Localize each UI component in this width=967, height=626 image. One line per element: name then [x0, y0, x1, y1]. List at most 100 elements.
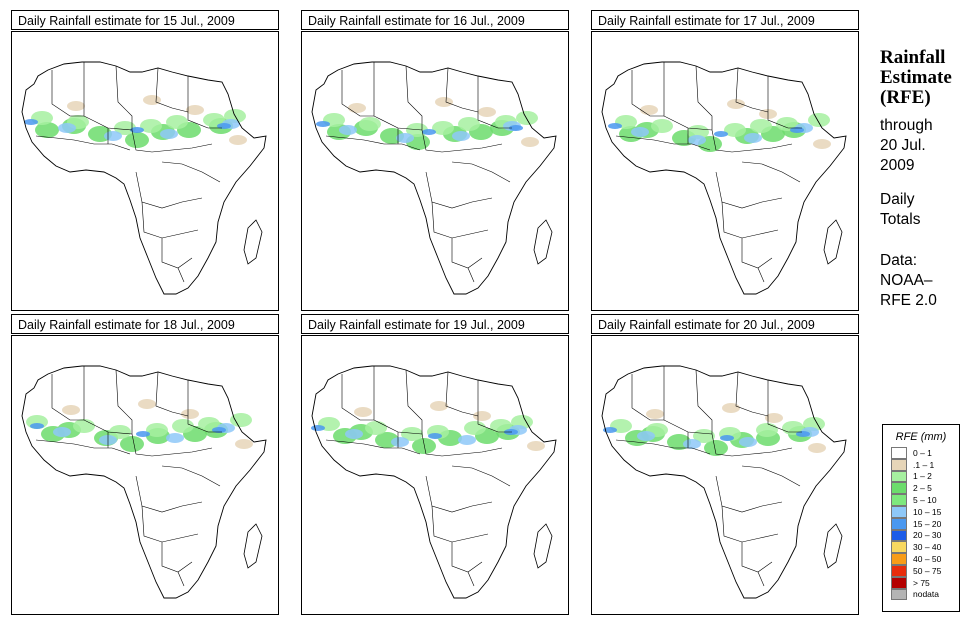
- country-border: [445, 67, 479, 113]
- data-source-line: Data:: [880, 252, 918, 269]
- legend-label: 0 – 1: [913, 447, 932, 458]
- country-border: [135, 171, 203, 209]
- rainfall-patch: [432, 121, 454, 135]
- country-border: [741, 465, 801, 487]
- legend-item: 40 – 50: [883, 553, 959, 565]
- legend-swatch: [891, 505, 907, 518]
- africa-rainfall-map: [591, 335, 859, 615]
- legend-label: 1 – 2: [913, 471, 932, 482]
- country-border: [741, 542, 773, 573]
- rainfall-patch: [160, 129, 178, 139]
- rainfall-patch: [396, 133, 414, 143]
- data-source: Data: NOAA– RFE 2.0: [880, 251, 966, 311]
- country-border: [431, 201, 489, 239]
- country-border: [155, 67, 189, 113]
- rainfall-patch: [688, 135, 706, 145]
- country-border: [135, 475, 203, 513]
- legend-title: RFE (mm): [895, 431, 947, 443]
- rainfall-patch: [651, 119, 673, 133]
- legend-item: 10 – 15: [883, 505, 959, 518]
- country-border: [161, 542, 193, 573]
- through-line: 20 Jul.: [880, 137, 926, 154]
- country-border: [431, 505, 489, 543]
- rainfall-patch: [683, 439, 701, 449]
- data-source-line: NOAA–: [880, 272, 933, 289]
- africa-rainfall-map: [11, 31, 279, 311]
- rainfall-field: [311, 401, 545, 454]
- country-border: [715, 475, 783, 513]
- product-title: Rainfall Estimate (RFE): [880, 48, 964, 108]
- country-border: [663, 62, 713, 131]
- rainfall-patch: [166, 433, 184, 443]
- rainfall-patch: [458, 117, 480, 131]
- legend-item: 0 – 1: [883, 447, 959, 459]
- product-title-line: (RFE): [880, 87, 931, 108]
- country-border: [757, 571, 765, 587]
- rainfall-patch: [143, 95, 161, 105]
- legend-item: 30 – 40: [883, 541, 959, 554]
- rainfall-patch: [608, 123, 622, 129]
- country-border: [711, 433, 793, 457]
- country-border: [177, 267, 185, 283]
- legend-item: .1 – 1: [883, 458, 959, 471]
- africa-coastline: [601, 61, 847, 295]
- madagascar-outline: [243, 219, 263, 265]
- through-date: through 20 Jul. 2009: [880, 116, 966, 176]
- country-border: [405, 369, 423, 434]
- legend-swatch: [891, 447, 907, 459]
- country-border: [695, 65, 713, 130]
- rainfall-patch: [316, 121, 330, 127]
- africa-coastline: [601, 365, 847, 599]
- country-border: [83, 366, 133, 435]
- country-border: [735, 67, 769, 113]
- rainfall-field: [316, 97, 539, 150]
- rainfall-patch: [345, 429, 363, 439]
- through-line: through: [880, 117, 933, 134]
- rainfall-patch: [516, 111, 538, 125]
- rainfall-patch: [808, 113, 830, 127]
- rainfall-patch: [452, 131, 470, 141]
- rainfall-patch: [229, 135, 247, 145]
- rainfall-patch: [724, 123, 746, 137]
- legend-swatch: [891, 588, 907, 601]
- rainfall-patch: [365, 421, 387, 435]
- rainfall-patch: [478, 107, 496, 117]
- africa-coastline: [21, 365, 267, 599]
- rainfall-patch: [693, 429, 715, 443]
- rainfall-patch: [53, 427, 71, 437]
- country-border: [467, 571, 475, 587]
- rainfall-patch: [790, 127, 804, 133]
- product-title-line: Rainfall: [880, 47, 946, 68]
- rainfall-patch: [235, 439, 253, 449]
- rainfall-patch: [422, 129, 436, 135]
- country-border: [711, 129, 793, 153]
- rainfall-patch: [776, 117, 798, 131]
- rainfall-patch: [30, 423, 44, 429]
- africa-rainfall-map: [301, 31, 569, 311]
- rainfall-patch: [24, 119, 38, 125]
- rainfall-patch: [490, 419, 512, 433]
- country-border: [131, 433, 213, 457]
- rainfall-patch: [430, 401, 448, 411]
- country-border: [405, 65, 423, 130]
- legend-label: nodata: [913, 589, 939, 600]
- rainfall-patch: [212, 427, 226, 433]
- rainfall-patch: [756, 423, 778, 437]
- product-title-line: Estimate: [880, 67, 952, 88]
- legend-swatch: [891, 470, 907, 483]
- rainfall-patch: [354, 407, 372, 417]
- data-source-line: RFE 2.0: [880, 292, 937, 309]
- legend-item: 20 – 30: [883, 529, 959, 542]
- rainfall-patch: [720, 435, 734, 441]
- rainfall-patch: [527, 441, 545, 451]
- country-border: [757, 267, 765, 283]
- madagascar-outline: [823, 219, 843, 265]
- through-line: 2009: [880, 157, 915, 174]
- country-border: [467, 267, 475, 283]
- legend-label: .1 – 1: [913, 459, 935, 470]
- panel-title: Daily Rainfall estimate for 17 Jul., 200…: [591, 10, 859, 30]
- rainfall-patch: [140, 119, 162, 133]
- rainfall-patch: [727, 99, 745, 109]
- totals-line: Daily: [880, 191, 915, 208]
- country-border: [35, 135, 131, 151]
